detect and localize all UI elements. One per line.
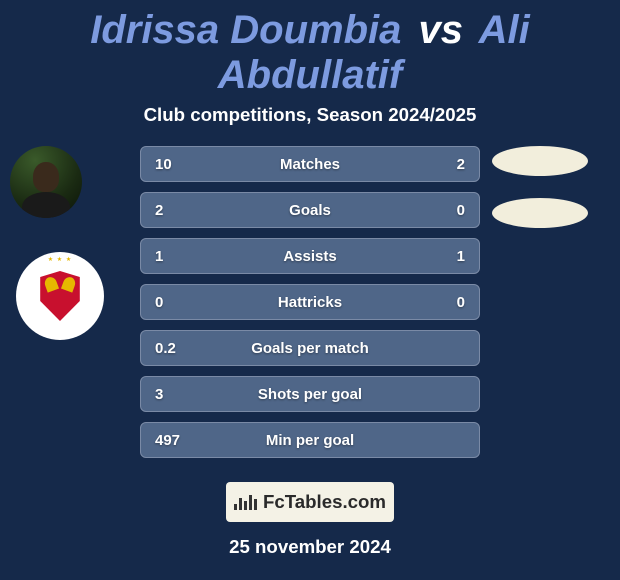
stat-row: 0Hattricks0 — [140, 284, 480, 320]
ellipse-decoration-1 — [492, 146, 588, 176]
stat-left-value: 497 — [155, 432, 215, 449]
stat-label: Goals — [215, 202, 405, 219]
stat-label: Matches — [215, 156, 405, 173]
stat-label: Goals per match — [215, 340, 405, 357]
stat-right-value: 0 — [405, 294, 465, 311]
footer-logo-text: FcTables.com — [263, 491, 386, 513]
stat-row: 2Goals0 — [140, 192, 480, 228]
stat-left-value: 1 — [155, 248, 215, 265]
stat-label: Min per goal — [215, 432, 405, 449]
player2-club-badge: ★ ★ ★ — [16, 252, 104, 340]
ellipse-decoration-2 — [492, 198, 588, 228]
title-vs: vs — [419, 8, 464, 52]
stat-left-value: 2 — [155, 202, 215, 219]
stat-right-value: 0 — [405, 202, 465, 219]
club-crest-icon: ★ ★ ★ — [16, 252, 104, 340]
stats-area: ★ ★ ★ 10Matches22Goals01Assists10Hattric… — [0, 146, 620, 458]
stat-label: Hattricks — [215, 294, 405, 311]
subtitle: Club competitions, Season 2024/2025 — [0, 104, 620, 126]
stat-right-value: 1 — [405, 248, 465, 265]
stat-row: 3Shots per goal — [140, 376, 480, 412]
stat-row: 0.2Goals per match — [140, 330, 480, 366]
stat-left-value: 10 — [155, 156, 215, 173]
stat-label: Shots per goal — [215, 386, 405, 403]
stat-row: 1Assists1 — [140, 238, 480, 274]
footer-logo: FcTables.com — [226, 482, 394, 522]
stat-label: Assists — [215, 248, 405, 265]
bar-chart-icon — [234, 495, 257, 510]
title-player1: Idrissa Doumbia — [90, 8, 401, 52]
page-title: Idrissa Doumbia vs Ali Abdullatif — [0, 8, 620, 98]
stat-left-value: 3 — [155, 386, 215, 403]
stat-left-value: 0 — [155, 294, 215, 311]
comparison-card: Idrissa Doumbia vs Ali Abdullatif Club c… — [0, 0, 620, 580]
stat-row: 497Min per goal — [140, 422, 480, 458]
player-silhouette-icon — [10, 146, 82, 218]
player1-avatar — [10, 146, 82, 218]
stat-right-value: 2 — [405, 156, 465, 173]
stat-left-value: 0.2 — [155, 340, 215, 357]
footer-date: 25 november 2024 — [0, 536, 620, 558]
stat-row: 10Matches2 — [140, 146, 480, 182]
